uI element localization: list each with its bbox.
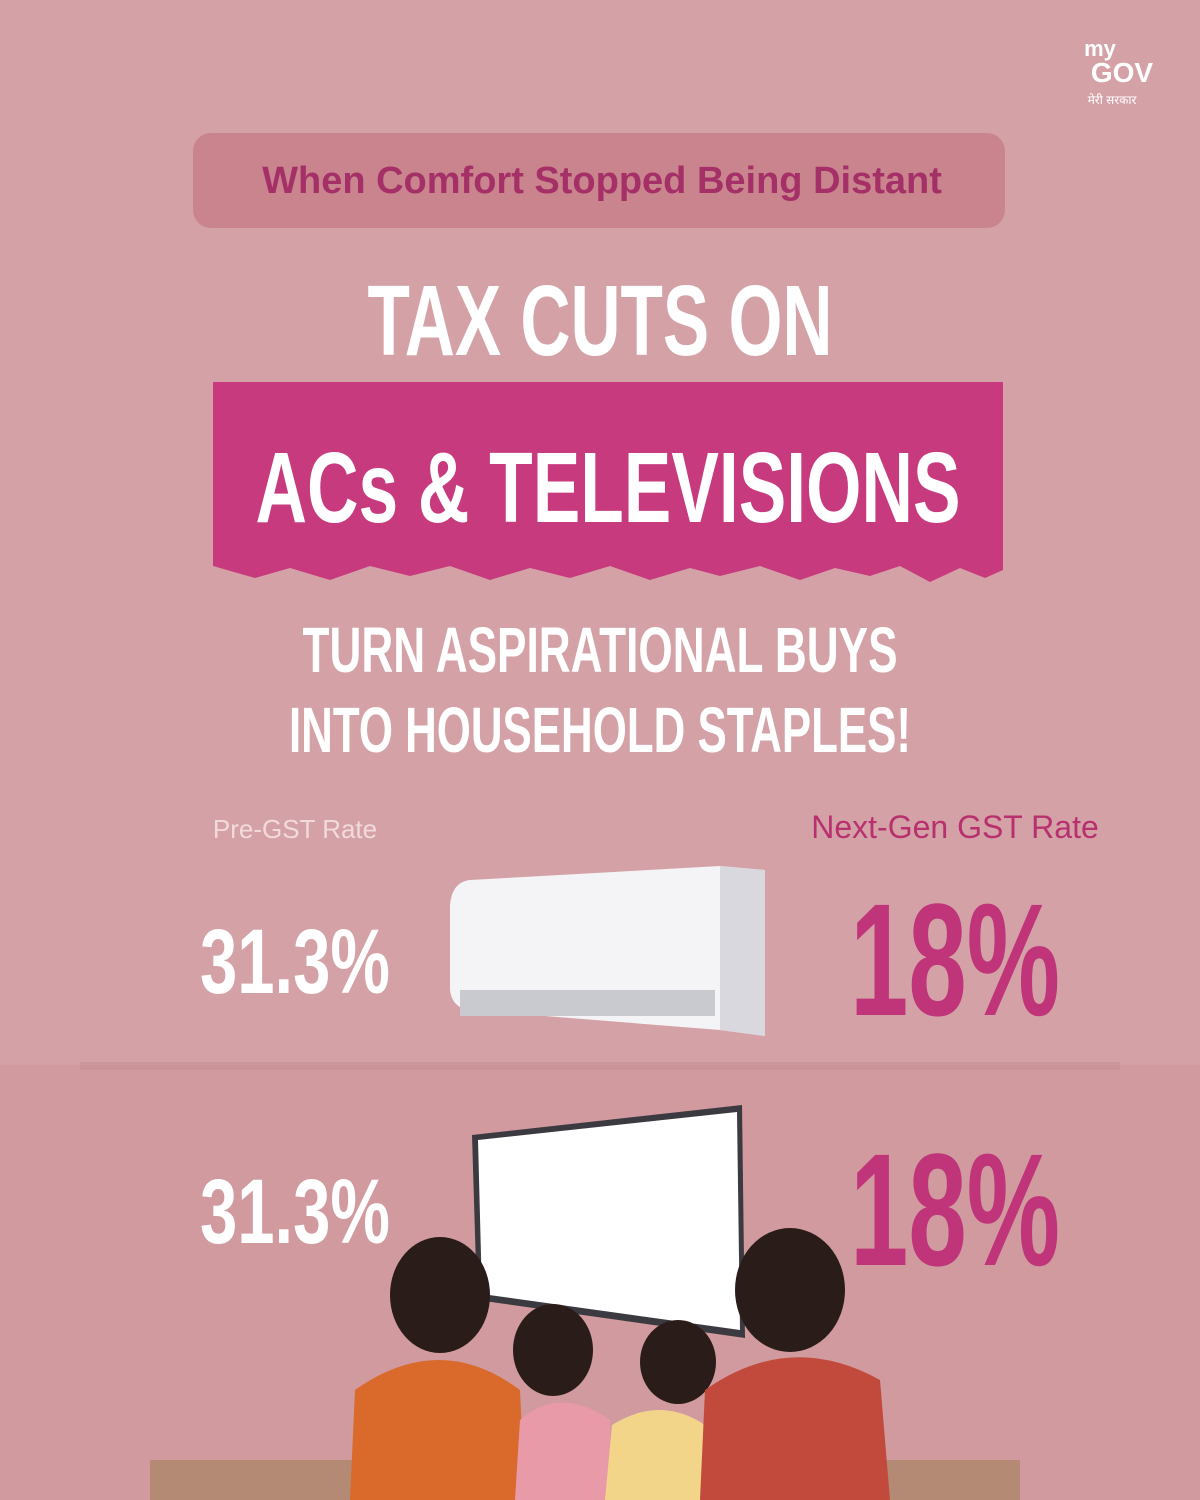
next-rate: 18% [850, 870, 1060, 1049]
rate-rows: 31.3% 18% 31.3% 18% [200, 870, 1060, 1299]
person-body [350, 1360, 525, 1500]
logo-main: GOV [1091, 57, 1154, 88]
person-head [640, 1320, 716, 1404]
pre-header: Pre-GST Rate [213, 814, 377, 844]
logo-tagline: मेरी सरकार [1088, 93, 1138, 107]
next-header: Next-Gen GST Rate [811, 809, 1099, 845]
logo-top: my [1084, 36, 1117, 61]
person-head [390, 1237, 490, 1353]
ac-side [720, 866, 765, 1036]
person-head [513, 1304, 593, 1396]
person-head [735, 1228, 845, 1352]
banner-text: When Comfort Stopped Being Distant [262, 160, 942, 202]
tv-screen [478, 1112, 740, 1330]
ac-illustration [450, 866, 765, 1036]
divider-shadow [80, 1062, 1120, 1070]
person-body [605, 1410, 710, 1500]
pre-rate: 31.3% [200, 1161, 390, 1263]
next-rate: 18% [850, 1120, 1060, 1299]
subheadline: TURN ASPIRATIONAL BUYS [303, 614, 898, 686]
family-illustration [150, 1228, 1020, 1500]
subheadline: INTO HOUSEHOLD STAPLES! [289, 694, 911, 766]
pre-rate: 31.3% [200, 911, 390, 1013]
headline: TAX CUTS ON [368, 265, 833, 377]
ac-vent [460, 990, 715, 1016]
person-body [700, 1357, 890, 1500]
tv-illustration [472, 1105, 745, 1338]
person-body [515, 1402, 612, 1500]
banner-box [193, 133, 1005, 228]
headline-highlight: ACs & TELEVISIONS [256, 432, 961, 544]
highlight-block [213, 382, 1003, 582]
